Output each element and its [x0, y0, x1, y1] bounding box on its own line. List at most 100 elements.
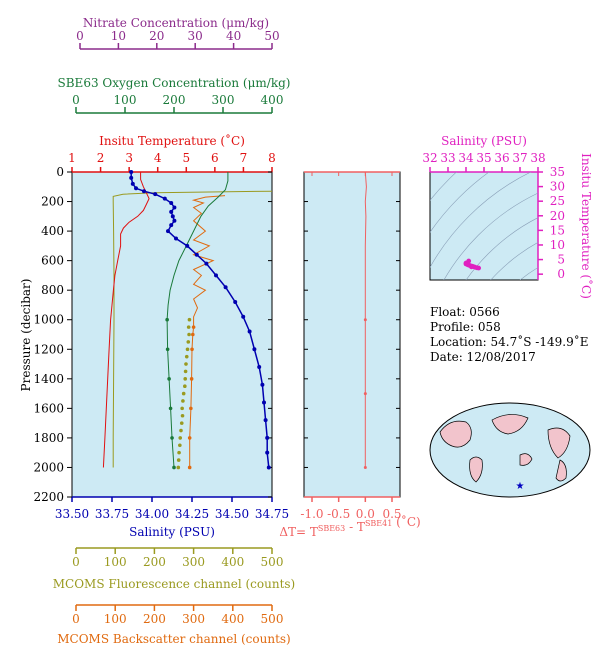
salinity-point — [265, 450, 270, 455]
temperature-tick-label: 2 — [97, 151, 105, 165]
oxygen-point — [170, 436, 174, 440]
ts-point — [463, 260, 469, 266]
fluorescence-tick-label: 200 — [143, 555, 166, 569]
info-float: Float: 0566 — [430, 305, 500, 319]
ts-salinity-tick-label: 35 — [476, 151, 491, 165]
nitrate-point — [187, 332, 191, 337]
salinity-point — [204, 261, 209, 266]
pressure-tick-label: 2200 — [33, 490, 64, 504]
temperature-tick-label: 1 — [68, 151, 76, 165]
salinity-point — [172, 218, 177, 223]
temperature-tick-label: 8 — [268, 151, 276, 165]
nitrate-point — [185, 347, 190, 352]
nitrate-point — [181, 391, 186, 396]
nitrate-point — [183, 369, 188, 374]
nitrate-point — [181, 399, 185, 403]
ts-point — [476, 265, 481, 271]
ts-temp-tick-label: 30 — [550, 180, 565, 194]
nitrate-point — [186, 340, 191, 344]
pressure-tick-label: 1000 — [33, 313, 64, 327]
nitrate-tick-label: 0 — [76, 29, 84, 43]
ts-temp-tick-label: 15 — [550, 223, 565, 237]
oxygen-tick-label: 400 — [261, 93, 284, 107]
info-location: Location: 54.7˚S -149.9˚E — [430, 334, 588, 349]
fluorescence-line — [112, 190, 273, 468]
salinity-point — [169, 223, 174, 228]
backscatter-line — [189, 195, 226, 468]
salinity-point — [265, 435, 270, 440]
delta-title-part: ΔT= T — [279, 525, 318, 539]
temperature-line — [102, 172, 150, 468]
salinity-point — [262, 400, 266, 405]
backscatter-tick-label: 200 — [143, 612, 166, 626]
ts-salinity-tick-label: 37 — [512, 151, 527, 165]
salinity-tick-label: 34.00 — [135, 507, 169, 521]
delta-tick-label: 0.0 — [356, 507, 375, 521]
salinity-tick-label: 33.75 — [95, 507, 129, 521]
salinity-point — [260, 382, 265, 387]
ts-point — [469, 264, 474, 270]
delta-title-sup: SBE41 — [365, 519, 392, 528]
salinity-point — [170, 214, 175, 219]
ts-salinity-tick-label: 38 — [530, 151, 545, 165]
ts-temp-tick-label: 20 — [550, 209, 565, 223]
ts-temp-axis-title: Insitu Temperature (˚C) — [579, 153, 594, 299]
salinity-point — [185, 243, 190, 248]
nitrate-point — [180, 406, 184, 411]
salinity-point — [129, 175, 134, 180]
temperature-tick-label: 7 — [240, 151, 248, 165]
temperature-tick-label: 3 — [125, 151, 133, 165]
salinity-axis-title: Salinity (PSU) — [129, 525, 215, 539]
fluorescence-axis-title: MCOMS Fluorescence channel (counts) — [53, 577, 296, 591]
pressure-tick-label: 400 — [41, 224, 64, 238]
salinity-point — [153, 192, 158, 197]
fluorescence-tick-label: 100 — [104, 555, 127, 569]
ts-temp-tick-label: 5 — [557, 253, 565, 267]
ts-salinity-tick-label: 33 — [440, 151, 455, 165]
pressure-tick-label: 1200 — [33, 342, 64, 356]
temperature-tick-label: 4 — [154, 151, 162, 165]
ts-temp-tick-label: 0 — [557, 267, 565, 281]
salinity-point — [172, 205, 177, 210]
ts-temp-tick-label: 25 — [550, 194, 565, 208]
salinity-point — [257, 365, 262, 369]
oxygen-point — [165, 317, 169, 322]
backscatter-point — [191, 325, 196, 329]
salinity-tick-label: 34.25 — [175, 507, 209, 521]
map-landmass — [469, 456, 483, 483]
nitrate-point — [178, 436, 183, 440]
nitrate-point — [176, 465, 181, 470]
nitrate-point — [177, 450, 181, 455]
delta-tick-label: -1.0 — [300, 507, 323, 521]
salinity-point — [169, 209, 174, 214]
nitrate-point — [183, 384, 187, 389]
pressure-tick-label: 200 — [41, 195, 64, 209]
fluorescence-tick-label: 500 — [261, 555, 284, 569]
salinity-point — [174, 236, 178, 241]
map-landmass — [555, 459, 567, 482]
salinity-point — [247, 329, 252, 334]
temperature-tick-label: 6 — [211, 151, 219, 165]
salinity-point — [263, 418, 268, 423]
salinity-point — [223, 285, 228, 290]
delta-point — [363, 465, 367, 469]
pressure-tick-label: 1400 — [33, 372, 64, 386]
salinity-point — [166, 229, 170, 234]
delta-title-sup: SBE63 — [318, 524, 345, 533]
backscatter-tick-label: 300 — [182, 612, 205, 626]
delta-point — [363, 318, 367, 322]
delta-title-part: (˚C) — [392, 514, 420, 529]
temperature-tick-label: 5 — [182, 151, 190, 165]
backscatter-tick-label: 0 — [72, 612, 80, 626]
nitrate-point — [178, 443, 182, 448]
ts-temp-tick-label: 35 — [550, 165, 565, 179]
oxygen-tick-label: 100 — [114, 93, 137, 107]
backscatter-point — [189, 377, 194, 381]
delta-panel — [303, 171, 401, 498]
nitrate-tick-label: 50 — [264, 29, 279, 43]
nitrate-axis-title: Nitrate Concentration (μm/kg) — [83, 16, 269, 30]
oxygen-point — [165, 347, 170, 352]
map-landmass — [491, 414, 529, 435]
pressure-tick-label: 2000 — [33, 460, 64, 474]
delta-point — [363, 392, 367, 396]
